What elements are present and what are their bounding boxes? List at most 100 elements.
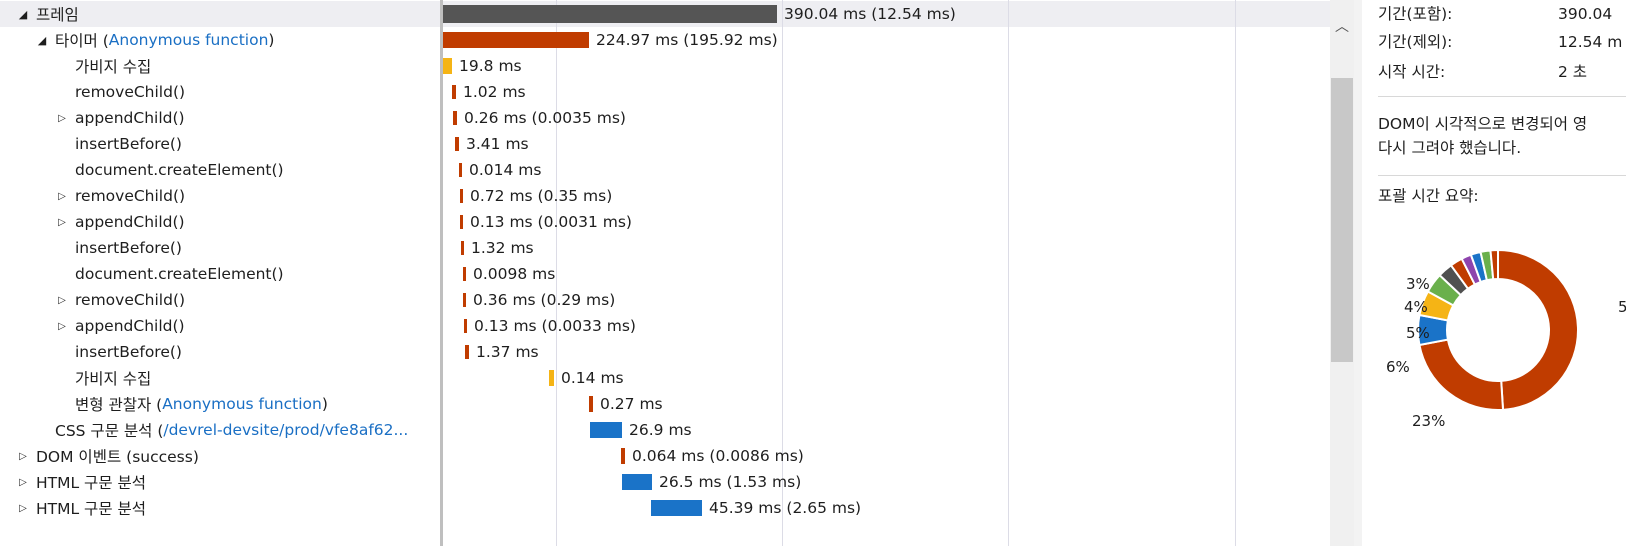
tree-row-suffix: ) [321,395,328,413]
timeline-bar-label: 0.26 ms (0.0035 ms) [464,109,626,127]
timeline-bar-label: 3.41 ms [466,135,529,153]
tree-row[interactable]: removeChild() [0,79,440,105]
tree-row[interactable]: insertBefore() [0,131,440,157]
tree-row[interactable]: ▷ DOM 이벤트 (success) [0,443,440,469]
tree-row[interactable]: 가비지 수집 [0,365,440,391]
expand-triangle-icon[interactable]: ▷ [58,112,66,124]
scrollbar-thumb[interactable] [1331,78,1353,362]
timeline-bar[interactable] [460,215,463,229]
timeline-bar[interactable] [590,422,622,438]
tree-row[interactable]: 가비지 수집 [0,53,440,79]
expand-triangle-icon[interactable]: ▷ [19,502,27,514]
timeline-bar-label: 390.04 ms (12.54 ms) [784,5,956,23]
timeline-bar[interactable] [443,32,589,48]
tree-row[interactable]: ▷ appendChild() [0,105,440,131]
tree-row-label: 가비지 수집 [75,370,152,388]
donut-segment[interactable] [1497,248,1579,411]
tree-row[interactable]: document.createElement() [0,157,440,183]
description-line-2: 다시 그려야 했습니다. [1378,139,1522,157]
tree-row-label: removeChild() [75,291,186,309]
tree-row[interactable]: ◢ 타이머 (Anonymous function) [0,27,440,53]
tree-row[interactable]: insertBefore() [0,339,440,365]
tree-row-label: appendChild() [75,213,185,231]
timeline-bar[interactable] [622,474,652,490]
duration-inclusive-label: 기간(포함): [1378,5,1453,23]
tree-row[interactable]: ▷ removeChild() [0,287,440,313]
timeline-bar[interactable] [463,293,466,307]
timeline-bar[interactable] [452,85,456,99]
expand-triangle-icon[interactable]: ▷ [19,450,27,462]
timeline-bar[interactable] [455,137,459,151]
tree-row-link[interactable]: Anonymous function [162,395,322,413]
timeline-bar-label: 1.32 ms [471,239,534,257]
timeline-bar[interactable] [453,111,457,125]
donut-percent-label: 6% [1386,358,1410,376]
tree-row[interactable]: CSS 구문 분석 (/devrel-devsite/prod/vfe8af62… [0,417,440,443]
tree-row-label: removeChild() [75,83,186,101]
expand-triangle-icon[interactable]: ▷ [58,294,66,306]
start-time-value: 2 초 [1558,63,1588,81]
tree-row[interactable]: ▷ appendChild() [0,209,440,235]
collapse-triangle-icon[interactable]: ◢ [37,33,47,47]
donut-segment[interactable] [1418,338,1505,411]
timeline-chart: 390.04 ms (12.54 ms) 224.97 ms (195.92 ms… [443,0,1330,546]
vertical-scrollbar[interactable]: ︿ [1330,0,1354,546]
call-tree: ◢ 프레임 ◢ 타이머 (Anonymous function) 가비지 수집 remov… [0,0,440,546]
splitter[interactable] [440,0,443,546]
collapse-triangle-icon[interactable]: ◢ [18,7,28,21]
tree-row[interactable]: ▷ removeChild() [0,183,440,209]
expand-triangle-icon[interactable]: ▷ [19,476,27,488]
tree-row[interactable]: ◢ 프레임 [0,1,440,27]
timeline-bar[interactable] [464,319,467,333]
timeline-bar[interactable] [443,58,452,74]
timeline-bar-label: 0.014 ms [469,161,542,179]
tree-row-label: insertBefore() [75,239,182,257]
timeline-bar[interactable] [459,163,462,177]
tree-row[interactable]: 변형 관찰자 (Anonymous function) [0,391,440,417]
tree-row[interactable]: ▷ HTML 구문 분석 [0,495,440,521]
timeline-bar[interactable] [463,267,466,281]
gridline [556,0,557,546]
duration-exclusive-label: 기간(제외): [1378,33,1453,51]
timeline-bar-label: 0.0098 ms [473,265,556,283]
timeline-bar[interactable] [651,500,702,516]
timeline-bar[interactable] [621,448,625,464]
timeline-bar[interactable] [443,5,777,23]
expand-triangle-icon[interactable]: ▷ [58,190,66,202]
timeline-bar[interactable] [460,189,463,203]
timeline-bar-label: 0.064 ms (0.0086 ms) [632,447,804,465]
timeline-bar-label: 1.02 ms [463,83,526,101]
duration-exclusive-value: 12.54 m [1558,33,1623,51]
timeline-bar[interactable] [465,345,469,359]
tree-row-label: 가비지 수집 [75,58,152,76]
donut-percent-label: 23% [1412,412,1445,430]
gridline [1008,0,1009,546]
summary-title: 포괄 시간 요약: [1378,187,1479,205]
timeline-bar-label: 0.27 ms [600,395,663,413]
tree-row-label: 타이머 ( [55,32,109,50]
timeline-bar[interactable] [549,370,554,386]
expand-triangle-icon[interactable]: ▷ [58,216,66,228]
tree-row[interactable]: ▷ appendChild() [0,313,440,339]
tree-row[interactable]: document.createElement() [0,261,440,287]
tree-row-label: appendChild() [75,109,185,127]
timeline-bar-label: 19.8 ms [459,57,522,75]
tree-row-link[interactable]: Anonymous function [108,31,269,49]
timeline-bar[interactable] [461,241,464,255]
tree-row-label: HTML 구문 분석 [36,500,147,518]
tree-row[interactable]: insertBefore() [0,235,440,261]
tree-row-link[interactable]: /devrel-devsite/prod/vfe8af62... [163,421,409,439]
timeline-bar-label: 0.36 ms (0.29 ms) [473,291,616,309]
timeline-bar-label: 0.13 ms (0.0031 ms) [470,213,632,231]
donut-segment[interactable] [1489,248,1499,281]
divider [1378,175,1626,176]
tree-row-label: 변형 관찰자 ( [75,396,163,414]
tree-row-label: insertBefore() [75,343,182,361]
donut-percent-label: 5 [1618,298,1626,316]
expand-triangle-icon[interactable]: ▷ [58,320,66,332]
scroll-up-icon[interactable]: ︿ [1335,19,1349,35]
tree-row-label: appendChild() [75,317,185,335]
tree-row[interactable]: ▷ HTML 구문 분석 [0,469,440,495]
timeline-bar-label: 0.72 ms (0.35 ms) [470,187,613,205]
timeline-bar[interactable] [589,396,593,412]
